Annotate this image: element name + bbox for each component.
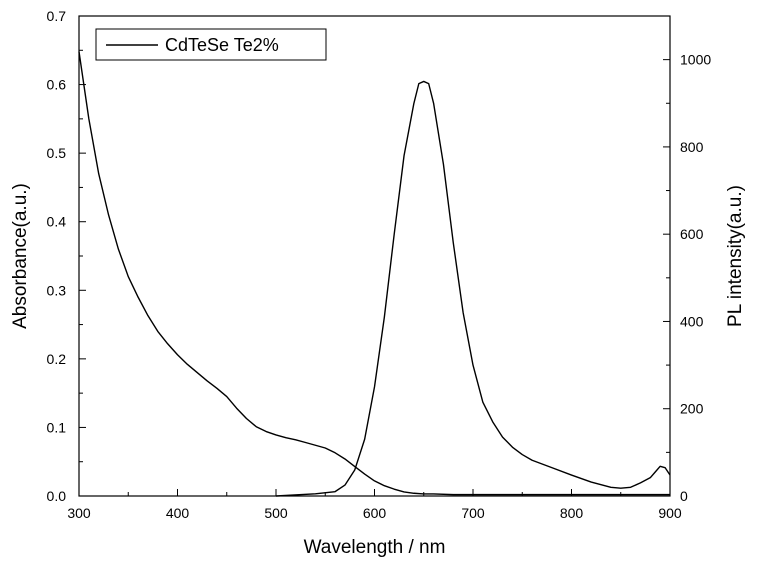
y-right-tick-label: 0: [680, 488, 688, 504]
x-tick-label: 300: [67, 505, 91, 521]
x-tick-label: 800: [560, 505, 584, 521]
y-right-tick-label: 200: [680, 401, 704, 417]
legend: CdTeSe Te2%: [95, 28, 327, 61]
x-axis-title: Wavelength / nm: [304, 537, 446, 558]
ticks-layer: 300 400 500 600 700 800 900 0.0 0.1 0.2 0.3 0.4 0.5 0…: [47, 8, 712, 521]
y-left-tick-label: 0.1: [47, 419, 67, 435]
y-right-tick-label: 600: [680, 226, 704, 242]
y-right-tick-label: 400: [680, 313, 704, 329]
y-left-tick-label: 0.4: [47, 214, 67, 230]
x-tick-label: 400: [166, 505, 190, 521]
y-left-axis-title: Absorbance(a.u.): [10, 183, 31, 329]
y-right-axis-title: PL intensity(a.u.): [725, 185, 746, 327]
pl-series-line: [275, 80, 671, 497]
y-left-tick-label: 0.3: [47, 282, 67, 298]
y-right-tick-label: 800: [680, 139, 704, 155]
y-left-tick-label: 0.7: [47, 8, 67, 24]
legend-label: CdTeSe Te2%: [165, 35, 279, 55]
x-tick-label: 700: [461, 505, 485, 521]
y-left-tick-label: 0.2: [47, 351, 67, 367]
series-layer: [78, 51, 671, 497]
y-right-tick-label: 1000: [680, 52, 711, 68]
y-left-tick-label: 0.5: [47, 145, 67, 161]
x-tick-label: 600: [363, 505, 387, 521]
y-left-tick-label: 0.6: [47, 77, 67, 93]
x-tick-label: 500: [264, 505, 288, 521]
absorbance-series-line: [78, 51, 670, 496]
y-left-tick-label: 0.0: [47, 488, 67, 504]
plot-frame: [78, 15, 671, 497]
x-tick-label: 900: [658, 505, 682, 521]
